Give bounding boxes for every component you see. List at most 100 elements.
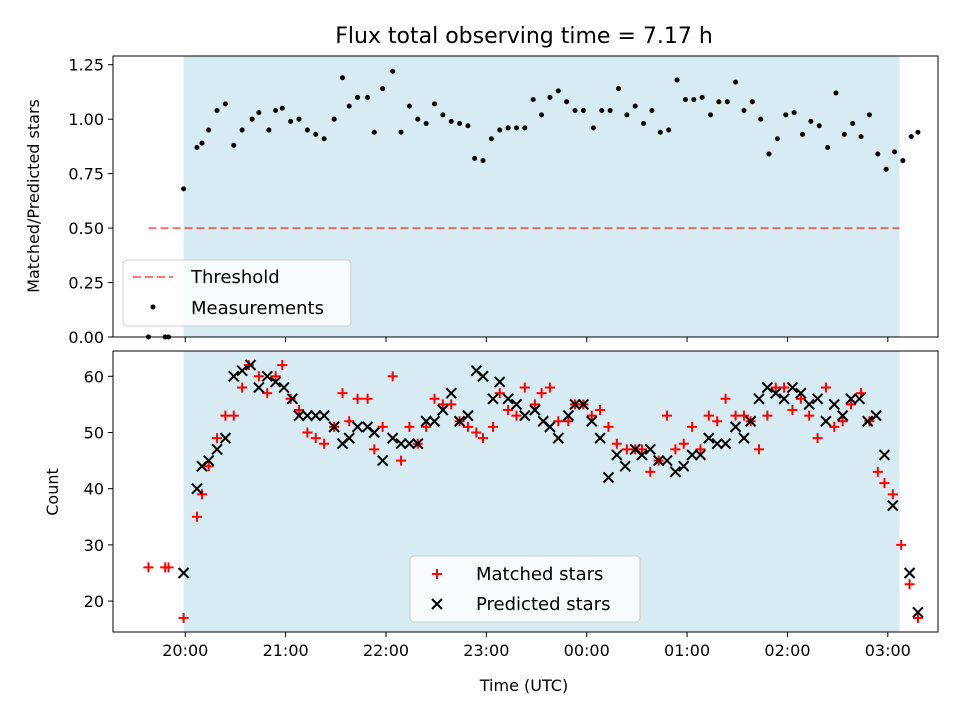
matched-star-marker [720, 393, 731, 404]
measurement-point [616, 86, 622, 92]
measurement-point [749, 99, 755, 105]
matched-star-marker [787, 405, 798, 416]
measurement-point [825, 144, 831, 150]
predicted-star-marker [462, 409, 474, 422]
predicted-star-marker [552, 432, 564, 444]
predicted-star-marker [611, 449, 623, 461]
predicted-star-marker [286, 393, 299, 405]
matched-star-marker [285, 393, 296, 404]
matched-star-marker [337, 388, 348, 399]
predicted-star-marker [836, 409, 849, 422]
predicted-star-marker [519, 409, 531, 422]
predicted-star-marker [862, 415, 874, 427]
measurement-point [841, 131, 847, 137]
measurement-point [279, 105, 285, 111]
matched-star-marker [143, 562, 154, 573]
matched-star-marker [912, 612, 923, 623]
matched-star-marker [586, 410, 597, 421]
matched-star-marker [595, 405, 606, 416]
measurement-point [406, 103, 412, 109]
legend-box [122, 259, 352, 327]
matched-star-marker [421, 421, 432, 432]
measurement-point [505, 125, 511, 131]
measurement-point [766, 151, 772, 157]
measurement-point [513, 125, 519, 131]
bottom-legend: Matched stars Predicted stars [409, 555, 641, 623]
top-xaxis-ticks [184, 337, 889, 342]
predicted-star-marker [261, 370, 273, 382]
y-tick-label: 20 [84, 592, 104, 611]
predicted-star-marker [803, 398, 815, 411]
measurement-point [758, 116, 764, 122]
predicted-star-marker [211, 443, 223, 456]
predicted-star-marker [594, 432, 606, 444]
measurement-point [800, 131, 806, 137]
bottom-points-layer [143, 359, 924, 623]
measurement-point [555, 88, 561, 94]
x-tick-label: 23:00 [463, 641, 509, 660]
predicted-star-marker [544, 421, 556, 433]
predicted-star-marker [386, 432, 399, 444]
predicted-star-marker [652, 454, 665, 467]
matched-star-marker [511, 410, 522, 421]
predicted-star-marker [437, 404, 449, 416]
measurement-point [539, 112, 545, 118]
matched-star-marker [494, 388, 505, 399]
predicted-star-marker [502, 393, 514, 405]
measurement-point [580, 107, 586, 113]
predicted-star-marker [719, 438, 732, 450]
matched-star-marker [864, 416, 875, 427]
top-plot-frame [112, 55, 939, 338]
measurement-point [273, 107, 279, 113]
matched-star-marker [446, 399, 457, 410]
measurement-point [331, 116, 337, 122]
measurement-point [321, 136, 327, 142]
legend-measurement-swatch [150, 304, 156, 310]
matched-star-marker [196, 489, 207, 500]
legend-predicted-swatch [431, 598, 443, 610]
measurement-point [222, 101, 228, 107]
predicted-star-marker [811, 393, 824, 405]
measurement-point [340, 75, 346, 81]
measurement-point [194, 144, 200, 150]
predicted-star-marker [744, 415, 757, 427]
predicted-star-marker [738, 432, 750, 444]
measurement-point [892, 149, 898, 155]
predicted-star-marker [845, 393, 857, 405]
predicted-star-marker [487, 393, 499, 405]
matched-star-marker [220, 410, 231, 421]
measurement-point [448, 118, 454, 124]
matched-star-marker [519, 382, 530, 393]
matched-star-marker [429, 393, 440, 404]
measurement-point [199, 140, 205, 146]
measurement-point [599, 107, 605, 113]
top-yaxis-ticks: 0.00 0.25 0.50 0.75 1.00 1.25 [68, 56, 113, 347]
measurement-point [530, 97, 536, 103]
predicted-star-marker [328, 421, 340, 433]
y-tick-label: 60 [84, 367, 104, 386]
matched-star-marker [754, 444, 765, 455]
predicted-star-marker [244, 359, 257, 371]
legend-matched-label: Matched stars [476, 564, 603, 585]
matched-star-marker [804, 410, 815, 421]
predicted-star-marker [903, 567, 916, 579]
predicted-star-marker [453, 415, 466, 427]
measurement-point [733, 79, 739, 85]
measurement-point [641, 121, 647, 127]
matched-star-marker [191, 511, 202, 522]
matched-star-marker [352, 393, 363, 404]
matched-star-marker [779, 382, 790, 393]
matched-star-marker [253, 371, 264, 382]
matched-star-marker [730, 410, 741, 421]
legend-threshold-label: Threshold [190, 267, 280, 288]
matched-star-marker [377, 421, 388, 432]
measurement-point [590, 125, 596, 131]
measurement-point [457, 121, 463, 127]
measurement-point [296, 116, 302, 122]
predicted-star-marker [529, 404, 541, 416]
measurement-point [850, 121, 856, 127]
y-tick-label: 1.00 [68, 110, 104, 129]
predicted-star-marker [351, 421, 364, 433]
measurement-point [398, 129, 404, 135]
predicted-star-marker [778, 393, 790, 405]
